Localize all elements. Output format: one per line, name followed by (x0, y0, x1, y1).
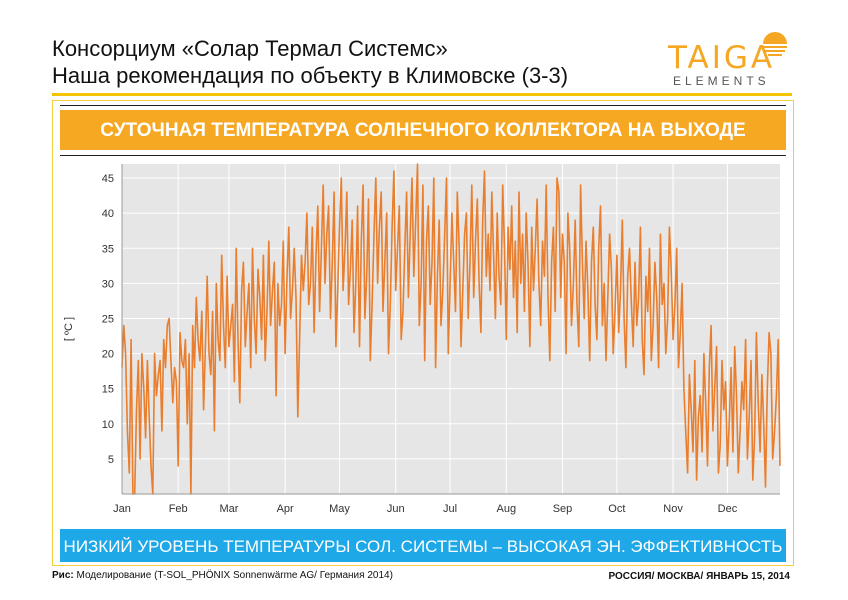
y-tick-label: 35 (102, 243, 114, 255)
y-tick-label: 45 (102, 173, 114, 185)
sun-icon (763, 32, 787, 56)
content-frame (52, 100, 794, 566)
temperature-line-chart: 5 10 15 20 25 30 35 40 45 Jan Feb Mar Apr May Jun Jul Au… (63, 163, 781, 515)
logo-subword: ELEMENTS (673, 74, 770, 88)
logo-word: TAIGA (668, 40, 776, 76)
x-tick-label: Sep (553, 503, 573, 515)
page-title-line-1: Консорциум «Солар Термал Системс» (52, 36, 448, 61)
banner-divider-top (60, 105, 786, 106)
x-tick-label: Feb (169, 503, 188, 515)
x-tick-label: Aug (496, 503, 516, 515)
x-tick-label: Jul (443, 503, 457, 515)
banner-divider-bottom (60, 155, 786, 156)
y-axis-label: [ ºC ] (63, 317, 75, 341)
caption-label: Рис: (52, 570, 74, 581)
header-rule (52, 93, 792, 96)
x-tick-label: Jan (113, 503, 131, 515)
x-tick-label: Mar (219, 503, 238, 515)
y-tick-label: 15 (102, 384, 114, 396)
figure-caption: Рис: Моделирование (T-SOL_PHÖNIX Sonnenw… (52, 570, 393, 581)
y-tick-label: 20 (102, 349, 114, 361)
y-tick-label: 10 (102, 419, 114, 431)
chart-title-banner: СУТОЧНАЯ ТЕМПЕРАТУРА СОЛНЕЧНОГО КОЛЛЕКТО… (60, 110, 786, 150)
banner-text: СУТОЧНАЯ ТЕМПЕРАТУРА СОЛНЕЧНОГО КОЛЛЕКТО… (100, 120, 746, 141)
x-tick-label: Nov (663, 503, 683, 515)
x-tick-label: Jun (387, 503, 405, 515)
page-title-line-2: Наша рекомендация по объекту в Климовске… (52, 63, 569, 88)
caption-text: Моделирование (T-SOL_PHÖNIX Sonnenwärme … (73, 570, 393, 581)
y-tick-label: 5 (108, 454, 114, 466)
summary-text: НИЗКИЙ УРОВЕНЬ ТЕМПЕРАТУРЫ СОЛ. СИСТЕМЫ … (63, 537, 783, 556)
y-tick-label: 25 (102, 313, 114, 325)
x-tick-label: Apr (277, 503, 294, 515)
y-tick-label: 30 (102, 278, 114, 290)
x-tick-label: Oct (608, 503, 625, 515)
location-date: РОССИЯ/ МОСКВА/ ЯНВАРЬ 15, 2014 (608, 571, 790, 582)
x-tick-label: May (329, 503, 350, 515)
series-line (121, 163, 781, 495)
summary-bar: НИЗКИЙ УРОВЕНЬ ТЕМПЕРАТУРЫ СОЛ. СИСТЕМЫ … (60, 529, 786, 562)
taiga-elements-logo: TAIGA ELEMENTS (668, 30, 798, 90)
y-tick-label: 40 (102, 208, 114, 220)
x-tick-label: Dec (718, 503, 738, 515)
